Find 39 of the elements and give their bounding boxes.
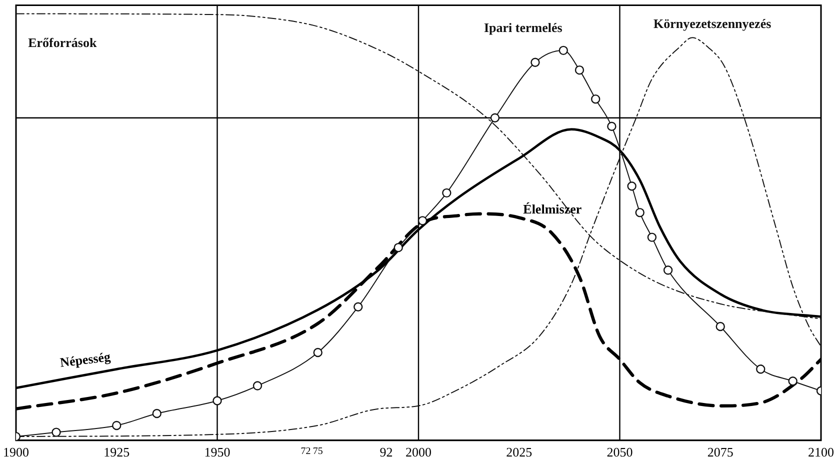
series-label: Ipari termelés bbox=[484, 20, 562, 36]
series-label: Élelmiszer bbox=[523, 201, 582, 216]
point bbox=[394, 242, 403, 252]
x-tick-label: 1900 bbox=[3, 444, 29, 460]
x-tick-label: 72 bbox=[300, 446, 311, 458]
point bbox=[152, 408, 162, 418]
x-tick-label: 1950 bbox=[204, 444, 230, 460]
x-tick-label: 1925 bbox=[104, 444, 130, 460]
point bbox=[52, 428, 61, 437]
x-tick-label: 92 bbox=[380, 444, 393, 460]
point bbox=[627, 182, 636, 191]
point bbox=[212, 396, 222, 406]
x-tick-label: 75 bbox=[312, 446, 323, 458]
series-label: Erőforrások bbox=[28, 34, 98, 50]
point bbox=[418, 216, 428, 226]
x-tick-label: 2100 bbox=[808, 444, 834, 460]
point bbox=[663, 266, 673, 275]
point bbox=[635, 208, 644, 218]
point bbox=[252, 381, 262, 390]
x-tick-label: 2025 bbox=[506, 444, 532, 460]
point bbox=[647, 232, 657, 242]
point bbox=[313, 348, 322, 358]
point bbox=[442, 188, 452, 198]
point bbox=[591, 94, 600, 104]
point bbox=[354, 302, 363, 312]
point bbox=[607, 122, 616, 131]
point bbox=[788, 376, 798, 386]
x-tick-label: 2000 bbox=[406, 444, 432, 460]
x-tick-label: 2075 bbox=[707, 444, 734, 460]
point bbox=[490, 113, 500, 122]
point bbox=[756, 364, 766, 374]
text: Népesség bbox=[59, 348, 112, 370]
point bbox=[574, 65, 584, 75]
point bbox=[716, 322, 725, 332]
series-label: Környezetszennyezés bbox=[653, 16, 772, 31]
point bbox=[112, 420, 122, 430]
x-tick-label: 2050 bbox=[606, 444, 633, 460]
point bbox=[558, 46, 568, 56]
point bbox=[530, 58, 540, 67]
